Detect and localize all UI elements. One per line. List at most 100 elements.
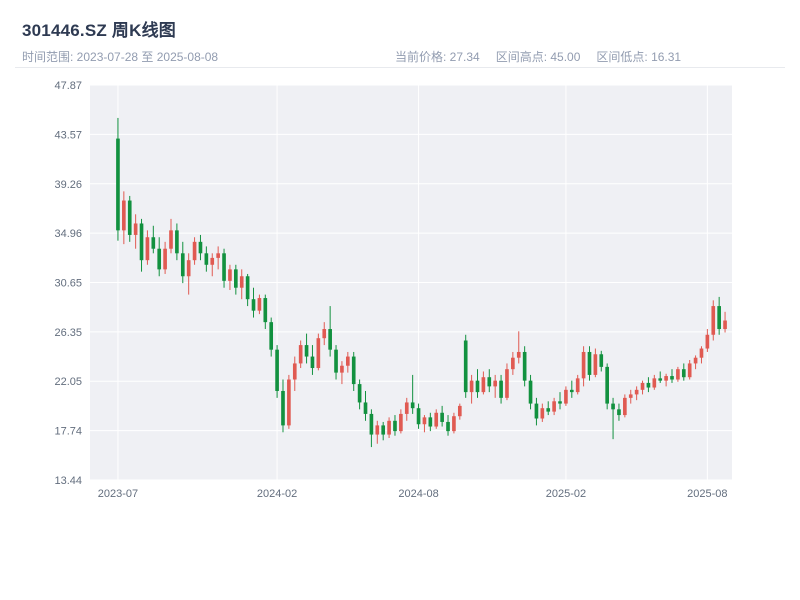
y-axis-label: 26.35 [54, 327, 82, 339]
candle-body [534, 403, 539, 419]
candle-body [481, 377, 486, 393]
candle-body [186, 260, 191, 277]
candle-body [163, 248, 167, 270]
candle-body [640, 382, 645, 390]
candle-body [687, 363, 692, 378]
y-axis-label: 47.87 [54, 80, 82, 92]
candle-body [587, 351, 592, 375]
candle-body [169, 230, 173, 249]
candle-body [357, 384, 362, 403]
candle-body [157, 248, 162, 270]
candle-body [652, 378, 657, 388]
candle-body [569, 389, 574, 393]
candle-body [511, 357, 515, 370]
candle-body [228, 269, 232, 281]
candle-body [611, 403, 615, 410]
candle-body [428, 417, 433, 427]
candle-body [340, 365, 344, 373]
candle-body [540, 408, 545, 419]
candle-body [133, 223, 138, 235]
candle-body [416, 408, 421, 425]
candle-body [287, 379, 291, 426]
y-axis-label: 13.44 [54, 475, 82, 487]
candle-body [446, 421, 450, 432]
candle-body [552, 401, 556, 412]
candle-body [404, 402, 409, 414]
candle-body [216, 253, 220, 258]
candle-body [475, 380, 480, 393]
candle-body [304, 345, 309, 357]
candle-body [139, 223, 144, 261]
candle-body [145, 237, 150, 261]
current-price-stat: 当前价格: 27.34 [395, 50, 480, 64]
candle-body [369, 413, 374, 435]
header-divider [15, 67, 785, 68]
candle-body [281, 390, 285, 426]
candle-body [670, 376, 674, 380]
candle-body [363, 402, 368, 414]
candle-body [681, 369, 686, 378]
candle-body [575, 378, 580, 393]
y-axis-label: 39.26 [54, 179, 82, 191]
candle-body [122, 200, 126, 231]
candle-body [257, 298, 262, 311]
candle-body [693, 357, 698, 364]
candle-body [599, 354, 604, 367]
candle-body [269, 322, 274, 350]
candle-body [605, 366, 609, 404]
candle-body [617, 409, 621, 416]
candle-body [351, 356, 356, 385]
y-axis-label: 22.05 [54, 376, 82, 388]
candle-body [298, 345, 303, 364]
candle-body [658, 378, 663, 381]
candle-body [328, 329, 332, 350]
candle-body [440, 412, 444, 422]
candle-body [717, 306, 721, 330]
candle-body [705, 334, 710, 349]
candle-body [623, 397, 627, 416]
candle-body [499, 380, 503, 398]
y-axis-label: 34.96 [54, 228, 82, 240]
candle-body [699, 348, 704, 358]
candle-body [234, 269, 238, 288]
candle-body [192, 241, 197, 261]
candle-body [310, 356, 315, 369]
y-axis-label: 17.74 [54, 426, 82, 438]
page-title: 301446.SZ 周K线图 [22, 21, 176, 40]
candle-body [292, 363, 297, 380]
candle-body [263, 298, 268, 323]
candle-body [151, 237, 156, 249]
candle-body [723, 320, 727, 330]
candle-body [546, 408, 551, 412]
candle-body [516, 351, 521, 358]
candle-body [676, 369, 680, 380]
candle-body [452, 416, 456, 432]
candle-body [316, 338, 321, 369]
range-low-stat: 区间低点: 16.31 [596, 50, 682, 64]
candle-body [204, 253, 209, 265]
candle-body [528, 380, 533, 404]
candle-body [334, 349, 338, 373]
y-axis-label: 43.57 [54, 129, 82, 141]
stats-row: 当前价格: 27.34 区间高点: 45.00 区间低点: 16.31 [395, 48, 681, 65]
x-axis-label: 2025-08 [687, 488, 727, 500]
time-range-label: 时间范围: 2023-07-28 至 2025-08-08 [22, 50, 219, 64]
candle-body [664, 376, 668, 381]
candle-body [558, 401, 562, 404]
candle-body [245, 276, 250, 300]
candle-body [422, 417, 427, 425]
candle-body [345, 356, 350, 366]
range-high-stat: 区间高点: 45.00 [495, 50, 581, 64]
candle-body [222, 253, 226, 281]
candle-body [410, 402, 415, 409]
candle-body [180, 253, 185, 277]
candle-body [239, 276, 244, 288]
candle-body [505, 369, 509, 398]
candle-body [581, 351, 586, 379]
candle-body [522, 351, 527, 381]
x-axis-label: 2025-02 [546, 488, 586, 500]
y-axis-label: 30.65 [54, 278, 82, 290]
candle-body [399, 413, 403, 432]
